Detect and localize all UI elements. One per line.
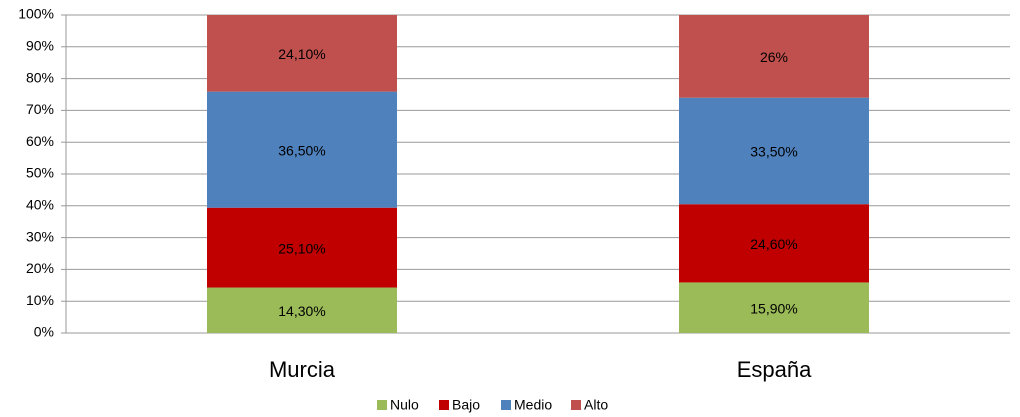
legend-swatch xyxy=(439,400,449,410)
x-tick-label: Murcia xyxy=(269,357,336,382)
y-tick-label: 70% xyxy=(26,101,54,117)
value-label: 36,50% xyxy=(278,142,325,158)
bar-segment xyxy=(207,287,397,333)
legend-swatch xyxy=(377,400,387,410)
y-tick-label: 30% xyxy=(26,228,54,244)
y-tick-label: 40% xyxy=(26,197,54,213)
y-tick-label: 80% xyxy=(26,69,54,85)
bar-segment xyxy=(207,15,397,92)
y-tick-label: 60% xyxy=(26,133,54,149)
bar-segment xyxy=(679,97,869,205)
value-label: 15,90% xyxy=(750,300,797,316)
bar-segment xyxy=(679,282,869,333)
bar-segment xyxy=(207,207,397,288)
y-tick-label: 10% xyxy=(26,292,54,308)
x-tick-label: España xyxy=(737,357,812,382)
value-label: 14,30% xyxy=(278,303,325,319)
y-tick-label: 90% xyxy=(26,38,54,54)
value-label: 24,60% xyxy=(750,236,797,252)
legend-label: Alto xyxy=(584,397,608,413)
y-tick-label: 0% xyxy=(34,324,54,340)
legend-label: Medio xyxy=(514,397,552,413)
value-label: 33,50% xyxy=(750,144,797,160)
value-label: 25,10% xyxy=(278,240,325,256)
bar-segment xyxy=(679,204,869,283)
y-tick-label: 20% xyxy=(26,260,54,276)
value-label: 24,10% xyxy=(278,46,325,62)
bar-segment xyxy=(207,91,397,208)
bar-segment xyxy=(679,15,869,98)
legend-label: Bajo xyxy=(452,397,480,413)
legend-swatch xyxy=(501,400,511,410)
legend-swatch xyxy=(571,400,581,410)
y-tick-label: 50% xyxy=(26,165,54,181)
y-tick-label: 100% xyxy=(18,6,54,22)
value-label: 26% xyxy=(760,49,788,65)
legend-label: Nulo xyxy=(390,397,419,413)
